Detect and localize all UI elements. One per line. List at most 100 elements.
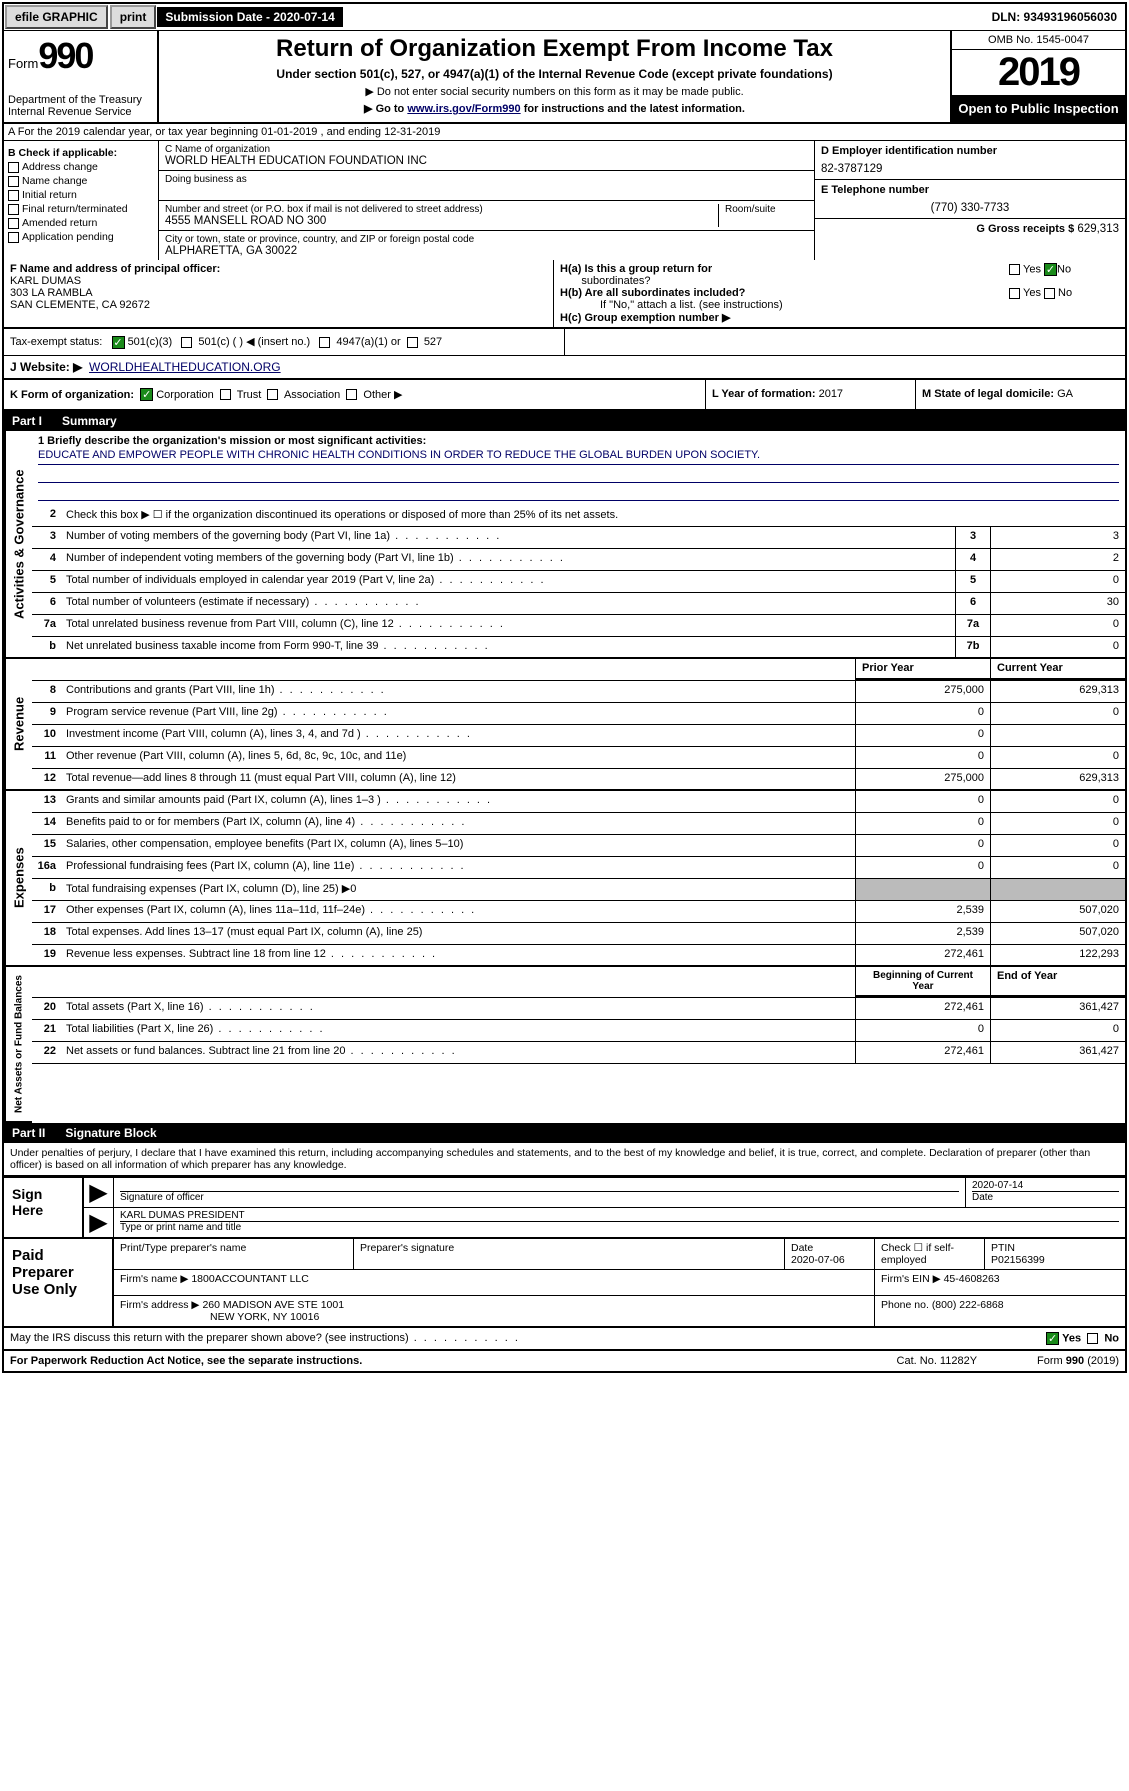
officer-name-title: KARL DUMAS PRESIDENT [120, 1210, 1119, 1221]
vtab-netassets: Net Assets or Fund Balances [4, 967, 32, 1123]
firm-name: 1800ACCOUNTANT LLC [191, 1273, 308, 1285]
mission-text: EDUCATE AND EMPOWER PEOPLE WITH CHRONIC … [38, 447, 1119, 465]
l16a-prior: 0 [855, 857, 990, 878]
chk-initial[interactable] [8, 190, 19, 201]
org-name-label: C Name of organization [165, 144, 808, 155]
l14-curr: 0 [990, 813, 1125, 834]
l22-prior: 272,461 [855, 1042, 990, 1063]
vtab-expenses: Expenses [4, 791, 32, 967]
ein-label: D Employer identification number [821, 145, 1119, 157]
chk-501c3[interactable]: ✓ [112, 336, 125, 349]
vtab-activities: Activities & Governance [4, 431, 32, 659]
l18-curr: 507,020 [990, 923, 1125, 944]
l9-prior: 0 [855, 703, 990, 724]
irs-link[interactable]: www.irs.gov/Form990 [407, 103, 520, 115]
chk-address[interactable] [8, 162, 19, 173]
officer-addr2: SAN CLEMENTE, CA 92672 [10, 299, 547, 311]
chk-amended[interactable] [8, 218, 19, 229]
form-note2: ▶ Go to www.irs.gov/Form990 for instruct… [163, 102, 946, 115]
officer-addr1: 303 LA RAMBLA [10, 287, 547, 299]
open-inspection: Open to Public Inspection [952, 95, 1125, 122]
l10-curr [990, 725, 1125, 746]
firm-phone: (800) 222-6868 [932, 1299, 1004, 1311]
l15-prior: 0 [855, 835, 990, 856]
val-l3: 3 [990, 527, 1125, 548]
firm-addr2: NEW YORK, NY 10016 [120, 1311, 319, 1323]
room-label: Room/suite [725, 204, 808, 215]
l9-curr: 0 [990, 703, 1125, 724]
arrow-icon: ▶ [84, 1208, 114, 1237]
ha-no[interactable]: ✓ [1044, 263, 1057, 276]
val-l5: 0 [990, 571, 1125, 592]
val-l4: 2 [990, 549, 1125, 570]
discuss-yes[interactable]: ✓ [1046, 1332, 1059, 1345]
chk-pending[interactable] [8, 232, 19, 243]
val-l6: 30 [990, 593, 1125, 614]
officer-name: KARL DUMAS [10, 275, 547, 287]
form-note1: ▶ Do not enter social security numbers o… [163, 85, 946, 98]
chk-assoc[interactable] [267, 389, 278, 400]
chk-trust[interactable] [220, 389, 231, 400]
l15-curr: 0 [990, 835, 1125, 856]
city-label: City or town, state or province, country… [165, 234, 808, 245]
form-footer: Form 990 (2019) [1037, 1355, 1119, 1367]
addr-label: Number and street (or P.O. box if mail i… [165, 204, 718, 215]
l14-prior: 0 [855, 813, 990, 834]
l19-prior: 272,461 [855, 945, 990, 965]
dept-treasury: Department of the TreasuryInternal Reven… [8, 94, 153, 118]
print-btn[interactable]: print [110, 5, 157, 29]
l21-curr: 0 [990, 1020, 1125, 1041]
l11-curr: 0 [990, 747, 1125, 768]
part1-header: Part ISummary [4, 411, 1125, 431]
val-l7b: 0 [990, 637, 1125, 657]
form-title: Return of Organization Exempt From Incom… [163, 35, 946, 63]
chk-final[interactable] [8, 204, 19, 215]
ptin: P02156399 [991, 1254, 1119, 1266]
l20-curr: 361,427 [990, 998, 1125, 1019]
sign-date: 2020-07-14 [972, 1180, 1119, 1191]
hb-yes[interactable] [1009, 288, 1020, 299]
l19-curr: 122,293 [990, 945, 1125, 965]
chk-501c[interactable] [181, 337, 192, 348]
website-link[interactable]: WORLDHEALTHEDUCATION.ORG [89, 360, 281, 374]
dln: DLN: 93493196056030 [984, 7, 1125, 27]
officer-label: F Name and address of principal officer: [10, 263, 220, 275]
chk-name[interactable] [8, 176, 19, 187]
phone-label: E Telephone number [821, 184, 1119, 196]
l18-prior: 2,539 [855, 923, 990, 944]
phone: (770) 330-7733 [821, 196, 1119, 214]
org-name: WORLD HEALTH EDUCATION FOUNDATION INC [165, 155, 808, 167]
form-subtitle: Under section 501(c), 527, or 4947(a)(1)… [163, 67, 946, 81]
chk-4947[interactable] [319, 337, 330, 348]
l22-curr: 361,427 [990, 1042, 1125, 1063]
l16a-curr: 0 [990, 857, 1125, 878]
l17-prior: 2,539 [855, 901, 990, 922]
chk-527[interactable] [407, 337, 418, 348]
ha-yes[interactable] [1009, 264, 1020, 275]
l8-prior: 275,000 [855, 681, 990, 702]
l13-prior: 0 [855, 791, 990, 812]
chk-other[interactable] [346, 389, 357, 400]
val-l7a: 0 [990, 615, 1125, 636]
l20-prior: 272,461 [855, 998, 990, 1019]
efile-btn[interactable]: efile GRAPHIC [5, 5, 108, 29]
top-bar: efile GRAPHIC print Submission Date - 20… [4, 4, 1125, 31]
chk-corp[interactable]: ✓ [140, 388, 153, 401]
prep-date: 2020-07-06 [791, 1254, 868, 1266]
omb-number: OMB No. 1545-0047 [952, 31, 1125, 50]
addr: 4555 MANSELL ROAD NO 300 [165, 215, 718, 227]
penalty-statement: Under penalties of perjury, I declare th… [4, 1143, 1125, 1176]
hb-no[interactable] [1044, 288, 1055, 299]
l8-curr: 629,313 [990, 681, 1125, 702]
vtab-revenue: Revenue [4, 659, 32, 791]
discuss-no[interactable] [1087, 1333, 1098, 1344]
firm-addr1: 260 MADISON AVE STE 1001 [202, 1299, 344, 1311]
part2-header: Part IISignature Block [4, 1123, 1125, 1143]
sign-here-label: Sign Here [4, 1178, 84, 1237]
submission-date: Submission Date - 2020-07-14 [157, 7, 342, 27]
ein: 82-3787129 [821, 157, 1119, 175]
row-a-tax-year: A For the 2019 calendar year, or tax yea… [4, 124, 1125, 141]
tax-year: 2019 [952, 50, 1125, 95]
l10-prior: 0 [855, 725, 990, 746]
city: ALPHARETTA, GA 30022 [165, 245, 808, 257]
